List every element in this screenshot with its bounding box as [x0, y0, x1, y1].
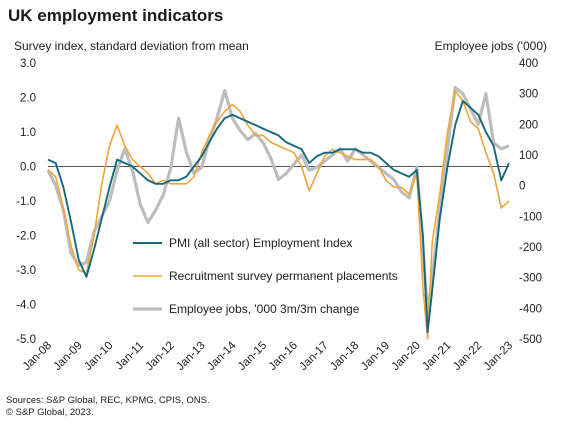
- copyright-note: © S&P Global, 2023.: [6, 407, 94, 418]
- x-axis-tick-label: Jan-14: [205, 339, 239, 373]
- x-axis-tick-label: Jan-18: [328, 340, 361, 373]
- left-axis-tick-label: 0.0: [20, 162, 36, 174]
- right-axis-tick-label: -200: [519, 242, 542, 254]
- right-axis-tick-label: -500: [519, 334, 542, 346]
- left-axis-tick-label: 3.0: [20, 58, 36, 70]
- left-axis-tick-label: -3.0: [16, 265, 36, 277]
- legend-entry-pmi-label: PMI (all sector) Employment Index: [169, 236, 352, 250]
- right-axis-tick-label: 200: [519, 119, 538, 131]
- right-axis-tick-label: 300: [519, 89, 538, 101]
- recruitment-series-line: [47, 89, 510, 340]
- footer: Sources: S&P Global, REC, KPMG, CPIS, ON…: [6, 395, 210, 419]
- right-axis-tick-label: -300: [519, 273, 542, 285]
- left-axis-tick-label: 1.0: [20, 127, 36, 139]
- left-axis-tick-label: -5.0: [16, 334, 36, 346]
- legend-entry-recruitment-label: Recruitment survey permanent placements: [169, 269, 398, 283]
- left-axis-tick-label: -4.0: [16, 300, 36, 312]
- x-axis-tick-label: Jan-10: [82, 340, 115, 373]
- jobs-series-line: [46, 85, 510, 317]
- x-axis-tick-label: Jan-16: [267, 340, 300, 373]
- right-axis-tick-label: 100: [519, 150, 538, 162]
- right-axis-tick-label: -100: [519, 211, 542, 223]
- x-axis-tick-label: Jan-22: [451, 340, 484, 373]
- chart-plot: 3.0 2.0 1.0 0.0 -1.0 -2.0 -3.0 -4.0 -5.0 400 300 20…: [16, 58, 542, 373]
- left-axis-title: Survey index, standard deviation from me…: [14, 39, 249, 53]
- x-axis-tick-label: Jan-19: [359, 340, 392, 373]
- right-axis-title: Employee jobs ('000): [434, 39, 547, 53]
- pmi-series-line: [47, 99, 510, 334]
- x-axis-tick-label: Jan-20: [390, 340, 423, 373]
- right-axis-tick-label: 400: [519, 58, 538, 70]
- legend-entry-jobs-label: Employee jobs, '000 3m/3m change: [169, 302, 360, 316]
- x-axis-tick-label: Jan-09: [51, 340, 84, 373]
- x-axis-tick-label: Jan-17: [297, 340, 330, 373]
- right-axis-tick-label: -400: [519, 303, 542, 315]
- left-axis-tick-label: -1.0: [16, 196, 36, 208]
- chart-title: UK employment indicators: [8, 6, 224, 25]
- right-axis-tick-label: 0: [519, 181, 525, 193]
- x-axis-tick-label: Jan-13: [174, 340, 207, 373]
- left-axis-tick-label: 2.0: [20, 93, 36, 105]
- sources-note: Sources: S&P Global, REC, KPMG, CPIS, ON…: [6, 395, 210, 406]
- x-axis-tick-label: Jan-15: [236, 340, 269, 373]
- left-axis-tick-label: -2.0: [16, 231, 36, 243]
- x-axis-tick-label: Jan-23: [482, 340, 515, 373]
- x-axis-tick-label: Jan-11: [114, 340, 147, 373]
- x-axis-tick-label: Jan-21: [420, 340, 453, 373]
- x-axis-tick-label: Jan-12: [144, 340, 177, 373]
